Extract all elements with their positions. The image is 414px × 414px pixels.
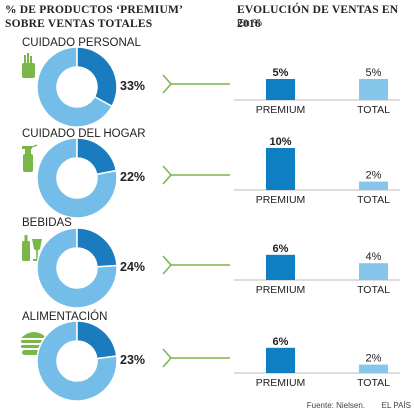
left-title-line-1: % de productos ‘premium’ xyxy=(5,4,184,16)
donut-rest-slice xyxy=(36,46,114,128)
premium-axis-label: PREMIUM xyxy=(256,194,306,206)
right-subtitle: En % xyxy=(237,17,263,29)
connector-chevron xyxy=(162,255,173,275)
category-label: ALIMENTACIÓN xyxy=(22,310,107,323)
donut-premium-slice xyxy=(76,320,118,360)
category-label: BEBIDAS xyxy=(22,217,72,229)
spray-bottle-icon xyxy=(22,144,38,172)
premium-share-label: 33% xyxy=(120,79,145,93)
personal-care-icon xyxy=(22,53,35,78)
cup-shape xyxy=(22,63,35,78)
premium-bar-value: 6% xyxy=(273,243,289,255)
premium-bar xyxy=(266,347,295,373)
category-1-group: CUIDADO DEL HOGAR 22% 10% 2% PREMIUM TOTAL xyxy=(22,128,400,219)
total-bar xyxy=(359,263,388,280)
toothbrush-handle xyxy=(27,53,29,64)
brush-handle xyxy=(24,55,26,65)
total-bar-value: 5% xyxy=(366,67,382,79)
source-note: Fuente: Nielsen. xyxy=(307,401,365,410)
premium-bar-value: 5% xyxy=(273,67,289,79)
donut-rest-slice xyxy=(36,320,118,402)
bottle-body xyxy=(23,154,33,172)
brand-label: EL PAÍS xyxy=(382,401,411,410)
donut-rest-slice xyxy=(36,137,118,219)
connector-chevron xyxy=(162,74,173,94)
spray-mist xyxy=(31,144,38,148)
premium-axis-label: PREMIUM xyxy=(256,284,306,296)
premium-share-label: 23% xyxy=(120,353,145,367)
donut-premium-slice xyxy=(76,46,118,108)
bottle-neck xyxy=(25,149,31,155)
total-bar-value: 2% xyxy=(366,170,382,182)
left-title-line-2: sobre ventas totales xyxy=(5,18,153,30)
bottle-neck xyxy=(24,235,28,242)
premium-axis-label: PREMIUM xyxy=(256,377,306,389)
total-bar-value: 2% xyxy=(366,353,382,365)
category-label: CUIDADO PERSONAL xyxy=(22,37,141,49)
premium-bar-value: 10% xyxy=(269,136,291,148)
premium-bar xyxy=(266,148,295,190)
connector-chevron xyxy=(162,165,173,185)
glass-stem xyxy=(36,250,38,259)
premium-bar xyxy=(266,79,295,100)
left-title: % de productos ‘premium’ sobre ventas to… xyxy=(5,3,183,31)
donut-premium-slice xyxy=(76,137,118,176)
wine-glass xyxy=(32,239,42,251)
burger-bun-top xyxy=(21,332,47,338)
burger-filling xyxy=(21,340,47,343)
category-3-group: ALIMENTACIÓN 23% 6% 2% PREMIUM TOTAL xyxy=(21,310,400,402)
spray-head xyxy=(22,146,32,149)
premium-bar xyxy=(266,254,295,280)
comb-handle xyxy=(30,56,32,65)
premium-bar-value: 6% xyxy=(273,336,289,348)
category-label: CUIDADO DEL HOGAR xyxy=(22,128,146,140)
donut-premium-slice xyxy=(76,227,118,268)
total-bar xyxy=(359,364,388,373)
category-0-group: CUIDADO PERSONAL 33% 5% 5% PREMIUM TOTAL xyxy=(22,37,400,128)
total-axis-label: TOTAL xyxy=(357,284,390,296)
right-title: Evolución de ventas en 2016 xyxy=(237,4,399,30)
premium-share-label: 22% xyxy=(120,170,145,184)
premium-share-label: 24% xyxy=(120,260,145,274)
total-axis-label: TOTAL xyxy=(357,104,390,116)
total-axis-label: TOTAL xyxy=(357,194,390,206)
premium-axis-label: PREMIUM xyxy=(256,104,306,116)
total-bar-value: 4% xyxy=(366,251,382,263)
bottle-body xyxy=(22,241,30,261)
total-bar xyxy=(359,79,388,100)
category-2-group: BEBIDAS 24% 6% 4% PREMIUM TOTAL xyxy=(22,217,400,309)
total-axis-label: TOTAL xyxy=(357,377,390,389)
donut-rest-slice xyxy=(36,227,118,309)
connector-chevron xyxy=(162,348,173,368)
total-bar xyxy=(359,181,388,190)
